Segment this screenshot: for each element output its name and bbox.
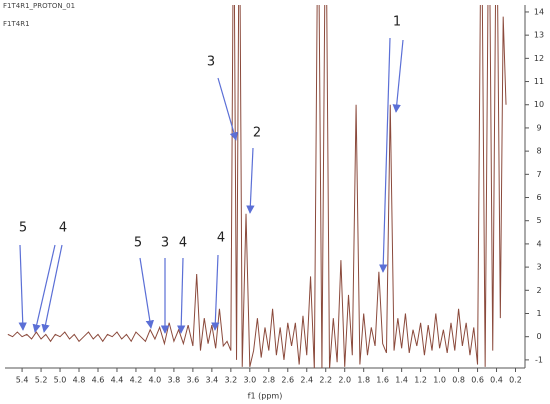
x-tick-label: 1.2 [414, 376, 427, 385]
chart-subtitle: F1T4R1 [3, 20, 30, 28]
x-tick-label: 5.2 [35, 376, 48, 385]
annotation-arrow [217, 77, 238, 141]
x-tick-label: 5.4 [16, 376, 29, 385]
x-tick-label: 1.6 [376, 376, 389, 385]
x-tick-label: 3.8 [168, 376, 181, 385]
y-tick-label: 4 [536, 239, 541, 248]
annotation-arrow [177, 257, 186, 334]
spectrum-line [7, 5, 507, 368]
plot-area [7, 5, 507, 368]
x-tick-label: 0.2 [509, 376, 522, 385]
x-tick-label: 3.0 [243, 376, 256, 385]
y-tick-label: 13 [534, 31, 544, 40]
x-tick-label: 2.2 [319, 376, 332, 385]
x-axis-label: f1 (ppm) [248, 392, 283, 401]
annotation-box [387, 12, 407, 32]
annotation-label: 3 [161, 236, 169, 251]
annotation-label: 2 [253, 126, 261, 141]
annotation-arrow [211, 254, 220, 331]
x-tick-label: 0.6 [471, 376, 484, 385]
x-tick-label: 1.0 [433, 376, 446, 385]
annotation-arrow [379, 37, 391, 273]
x-tick-label: 5.0 [54, 376, 67, 385]
annotation-label: 1 [393, 15, 401, 30]
x-tick-label: 3.6 [187, 376, 200, 385]
annotation-label: 5 [134, 236, 142, 251]
y-tick-label: 2 [536, 286, 541, 295]
annotation-arrow [32, 244, 56, 333]
y-tick-label: 8 [536, 147, 541, 156]
y-tick-label: 5 [536, 216, 541, 225]
x-tick-label: 3.4 [205, 376, 218, 385]
annotation-label: 4 [59, 221, 67, 236]
annotation-label: 3 [207, 55, 215, 70]
annotation-box [13, 218, 33, 238]
x-tick-label: 2.4 [300, 376, 313, 385]
y-tick-label: 14 [534, 7, 544, 16]
x-tick-label: 2.8 [262, 376, 275, 385]
y-tick-label: 12 [534, 54, 544, 63]
y-tick-label: 6 [536, 193, 541, 202]
y-tick-label: 11 [534, 77, 544, 86]
y-tick-label: 9 [536, 123, 541, 132]
x-tick-label: 1.4 [395, 376, 408, 385]
x-tick-label: 4.8 [73, 376, 86, 385]
x-tick-label: 2.6 [281, 376, 294, 385]
x-tick-label: 4.6 [92, 376, 105, 385]
annotation-label: 5 [19, 221, 27, 236]
x-tick-label: 4.4 [111, 376, 124, 385]
x-tick-label: 4.2 [130, 376, 143, 385]
x-tick-label: 2.0 [338, 376, 351, 385]
y-tick-label: 0 [536, 332, 541, 341]
y-tick-label: -1 [535, 355, 543, 364]
x-tick-label: 3.2 [224, 376, 237, 385]
x-tick-label: 1.8 [357, 376, 370, 385]
annotation-label: 4 [217, 231, 225, 246]
annotation-arrow [18, 244, 27, 331]
annotation-arrow [41, 244, 63, 333]
annotation-box [128, 233, 148, 253]
y-tick-label: 1 [536, 309, 541, 318]
annotation-box [201, 52, 221, 72]
y-tick-label: 10 [534, 100, 544, 109]
annotation-arrow [246, 147, 255, 214]
annotation-arrow [139, 257, 154, 329]
y-tick-label: 3 [536, 263, 541, 272]
y-tick-label: 7 [536, 170, 541, 179]
annotation-box [155, 233, 175, 253]
x-tick-label: 0.8 [452, 376, 465, 385]
x-tick-label: 0.4 [490, 376, 503, 385]
chart-title: F1T4R1_PROTON_01 [3, 2, 75, 10]
annotation-box [247, 123, 267, 143]
annotation-box [211, 228, 231, 248]
annotation-box [53, 218, 73, 238]
annotation-label: 4 [179, 236, 187, 251]
annotation-arrow [392, 39, 404, 113]
annotation-box [173, 233, 193, 253]
x-tick-label: 4.0 [149, 376, 162, 385]
